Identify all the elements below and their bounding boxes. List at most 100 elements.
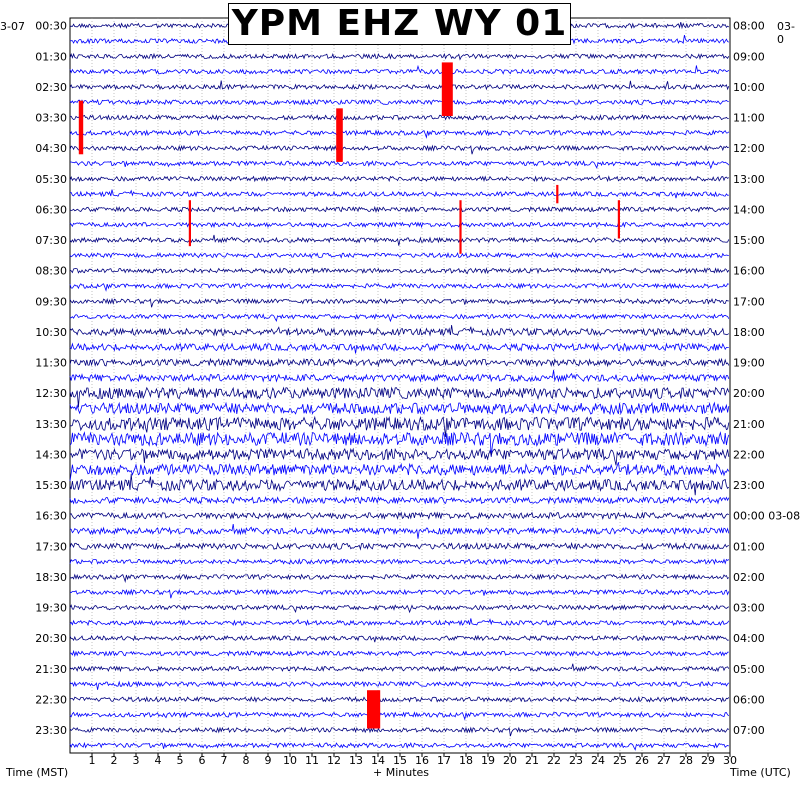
trace-line bbox=[69, 462, 730, 482]
trace-line bbox=[69, 98, 729, 106]
left-time-label: 00:30 bbox=[35, 20, 67, 33]
right-time-label: 03:00 bbox=[733, 602, 765, 615]
left-time-label: 15:30 bbox=[35, 479, 67, 492]
trace-line bbox=[69, 357, 730, 368]
x-tick-label: 3 bbox=[133, 754, 140, 767]
x-tick-label: 14 bbox=[371, 754, 385, 767]
x-tick-label: 27 bbox=[657, 754, 671, 767]
right-time-label: 16:00 bbox=[733, 265, 765, 278]
trace-line bbox=[69, 726, 730, 737]
right-time-label: 12:00 bbox=[733, 142, 765, 155]
left-time-label: 16:30 bbox=[35, 510, 67, 523]
x-tick-label: 20 bbox=[503, 754, 517, 767]
right-time-label: 10:00 bbox=[733, 81, 765, 94]
x-tick-label: 9 bbox=[265, 754, 272, 767]
left-time-label: 19:30 bbox=[35, 602, 67, 615]
left-time-label: 08:30 bbox=[35, 265, 67, 278]
x-tick-label: 13 bbox=[349, 754, 363, 767]
right-time-label: 01:00 bbox=[733, 540, 765, 553]
trace-line bbox=[69, 695, 730, 703]
trace-line bbox=[69, 524, 730, 539]
x-tick-label: 4 bbox=[155, 754, 162, 767]
left-time-label: 05:30 bbox=[35, 173, 67, 186]
event-marker bbox=[336, 108, 343, 162]
x-tick-label: 16 bbox=[415, 754, 429, 767]
trace-line bbox=[69, 634, 729, 643]
right-time-label: 14:00 bbox=[733, 203, 765, 216]
right-time-label: 00:00 03-08 bbox=[733, 510, 800, 523]
x-tick-label: 22 bbox=[547, 754, 561, 767]
trace-line bbox=[69, 175, 730, 183]
left-time-label: 23:30 bbox=[35, 724, 67, 737]
left-time-labels: 00:30 01:30 02:30 03:30 04:30 05:30 06:30 07:30… bbox=[35, 20, 67, 737]
left-time-label: 01:30 bbox=[35, 50, 67, 63]
trace-line bbox=[69, 663, 730, 673]
right-time-label: 08:00 bbox=[733, 20, 765, 33]
x-tick-label: 12 bbox=[327, 754, 341, 767]
trace-line bbox=[69, 573, 730, 583]
x-tick-label: 26 bbox=[635, 754, 649, 767]
trace-line bbox=[69, 741, 729, 751]
left-time-label: 17:30 bbox=[35, 540, 67, 553]
x-tick-label: 28 bbox=[679, 754, 693, 767]
right-time-label: 15:00 bbox=[733, 234, 765, 247]
right-time-label: 19:00 bbox=[733, 357, 765, 370]
right-time-label: 18:00 bbox=[733, 326, 765, 339]
left-axis-title: Time (MST) bbox=[6, 766, 69, 779]
x-tick-label: 1 bbox=[89, 754, 96, 767]
x-tick-label: 24 bbox=[591, 754, 605, 767]
event-marker bbox=[78, 100, 84, 155]
trace-line bbox=[69, 604, 730, 614]
event-marker bbox=[617, 200, 620, 239]
trace-line bbox=[69, 588, 730, 599]
left-time-label: 14:30 bbox=[35, 448, 67, 461]
x-tick-label: 6 bbox=[199, 754, 206, 767]
trace-line bbox=[69, 447, 730, 466]
x-axis-title: + Minutes bbox=[373, 766, 430, 779]
trace-line bbox=[69, 113, 729, 121]
trace-line bbox=[69, 80, 730, 91]
right-axis-title: Time (UTC) bbox=[730, 766, 791, 779]
right-time-label: 06:00 bbox=[733, 693, 765, 706]
right-time-labels: 08:00 09:00 10:00 11:00 12:00 13:00 14:00 15:00… bbox=[733, 20, 800, 737]
left-time-label: 18:30 bbox=[35, 571, 67, 584]
left-time-label: 12:30 bbox=[35, 387, 67, 400]
left-time-label: 04:30 bbox=[35, 142, 67, 155]
trace-line bbox=[70, 649, 729, 658]
x-axis-ticks: 1 2 3 4 5 6 7 8 9 10 11 12 13 14 15 16 17 18 19 20 21 22 23 24 2… bbox=[89, 753, 737, 767]
right-time-label: 11:00 bbox=[733, 112, 765, 125]
x-tick-label: 19 bbox=[481, 754, 495, 767]
trace-line bbox=[69, 495, 730, 505]
trace-line bbox=[69, 144, 729, 155]
left-time-label: 07:30 bbox=[35, 234, 67, 247]
left-time-label: 02:30 bbox=[35, 81, 67, 94]
right-time-label: 07:00 bbox=[733, 724, 765, 737]
trace-line bbox=[69, 618, 730, 627]
trace-line bbox=[69, 282, 729, 292]
x-tick-label: 11 bbox=[305, 754, 319, 767]
trace-line bbox=[69, 234, 730, 246]
event-marker bbox=[556, 184, 559, 204]
trace-line bbox=[69, 541, 729, 551]
left-time-label: 22:30 bbox=[35, 693, 67, 706]
x-tick-label: 15 bbox=[393, 754, 407, 767]
trace-line bbox=[69, 369, 730, 383]
trace-line bbox=[69, 324, 730, 337]
x-tick-label: 8 bbox=[243, 754, 250, 767]
right-time-label: 13:00 bbox=[733, 173, 765, 186]
x-tick-label: 17 bbox=[437, 754, 451, 767]
right-time-label: 22:00 bbox=[733, 448, 765, 461]
right-time-label: 05:00 bbox=[733, 663, 765, 676]
trace-line bbox=[69, 251, 729, 259]
chart-title: YPM EHZ WY 01 bbox=[231, 3, 568, 44]
x-tick-label: 10 bbox=[283, 754, 297, 767]
event-marker bbox=[367, 690, 381, 729]
x-tick-label: 2 bbox=[111, 754, 118, 767]
x-tick-label: 23 bbox=[569, 754, 583, 767]
trace-line bbox=[69, 52, 730, 61]
right-time-label: 21:00 bbox=[733, 418, 765, 431]
x-tick-label: 21 bbox=[525, 754, 539, 767]
trace-line bbox=[69, 711, 730, 721]
trace-line bbox=[69, 386, 730, 408]
left-time-label: 21:30 bbox=[35, 663, 67, 676]
